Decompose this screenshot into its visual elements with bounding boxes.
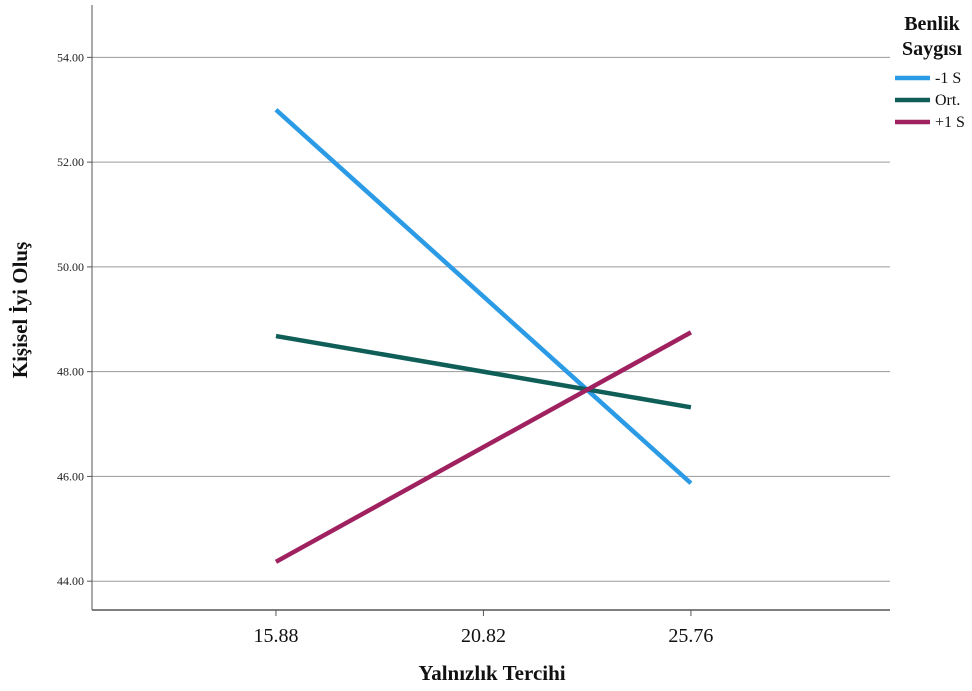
x-axis-title: Yalnızlık Tercihi	[418, 661, 565, 685]
y-tick-label: 52.00	[57, 155, 84, 169]
gridlines	[92, 57, 890, 581]
legend-label: -1 S	[935, 70, 961, 87]
x-tick-label: 15.88	[253, 625, 298, 647]
y-tick-label: 50.00	[57, 260, 84, 274]
x-tick-label: 20.82	[461, 625, 506, 647]
y-tick-label: 54.00	[57, 50, 84, 64]
y-tick-label: 44.00	[57, 574, 84, 588]
legend-label: +1 S	[935, 114, 965, 131]
legend-title-line1: Benlik	[904, 13, 960, 35]
x-axis-ticks: 15.88 20.82 25.76	[253, 610, 713, 647]
y-tick-label: 48.00	[57, 365, 84, 379]
legend-label: Ort.	[935, 92, 960, 109]
y-tick-label: 46.00	[57, 469, 84, 483]
series-line	[276, 332, 691, 561]
x-tick-label: 25.76	[668, 625, 713, 647]
legend: Benlik Saygısı -1 S Ort. +1 S	[895, 13, 965, 131]
legend-items: -1 S Ort. +1 S	[895, 70, 965, 131]
y-axis-title: Kişisel İyi Oluş	[8, 242, 32, 379]
series-lines	[276, 110, 691, 562]
legend-title-line2: Saygısı	[902, 38, 962, 60]
y-axis-ticks: 44.00 46.00 48.00 50.00 52.00 54.00	[57, 50, 92, 588]
series-line	[276, 110, 691, 483]
